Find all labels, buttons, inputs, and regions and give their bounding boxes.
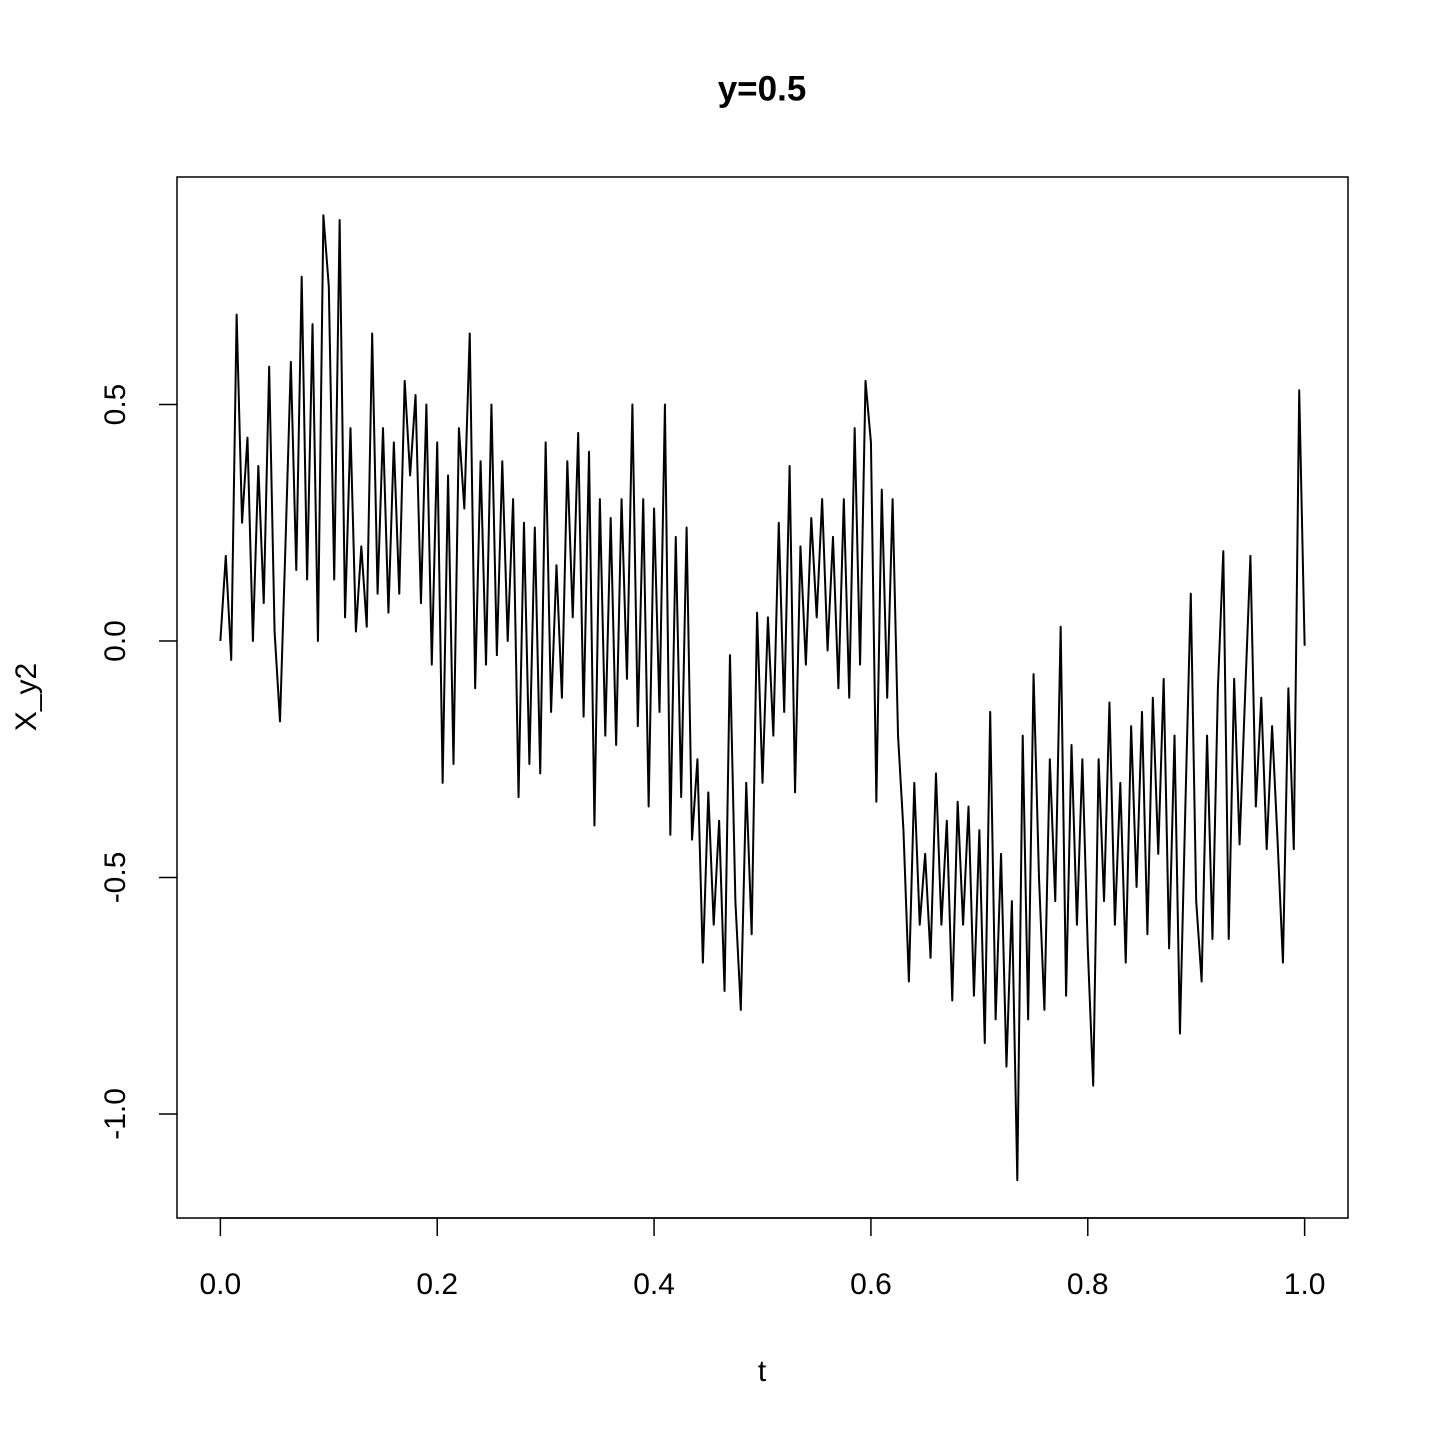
x-tick-label: 0.4 — [633, 1268, 675, 1301]
y-tick-label: 0.0 — [99, 620, 132, 662]
x-tick-label: 0.8 — [1067, 1268, 1109, 1301]
y-axis-label: X_y2 — [10, 663, 43, 731]
x-axis-label: t — [758, 1355, 767, 1388]
y-tick-label: -1.0 — [99, 1088, 132, 1140]
chart-title: y=0.5 — [718, 69, 807, 108]
data-line — [219, 214, 1306, 1182]
x-tick-label: 1.0 — [1284, 1268, 1326, 1301]
y-tick-label: 0.5 — [99, 384, 132, 426]
y-tick-label: -0.5 — [99, 852, 132, 904]
x-tick-label: 0.0 — [200, 1268, 242, 1301]
x-tick-label: 0.2 — [416, 1268, 458, 1301]
x-tick-label: 0.6 — [850, 1268, 892, 1301]
